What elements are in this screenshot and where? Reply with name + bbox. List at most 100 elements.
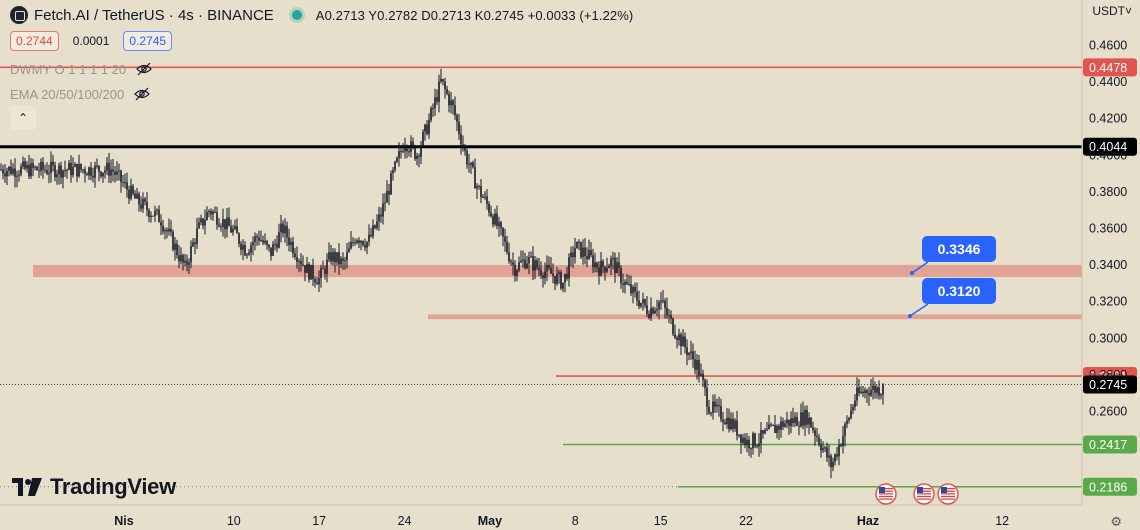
candle-body — [22, 161, 24, 167]
x-tick-label: 8 — [572, 514, 579, 528]
candle-body — [204, 220, 206, 226]
candle-body — [876, 387, 878, 393]
currency-selector[interactable]: USDT˅ — [1092, 4, 1132, 18]
candle-body — [224, 219, 226, 230]
candle-body — [818, 437, 820, 445]
candle-body — [220, 226, 222, 228]
candle-body — [836, 454, 838, 457]
candle-body — [444, 81, 446, 90]
candle-body — [768, 424, 770, 430]
candle-body — [644, 299, 646, 306]
flag-canton — [879, 487, 885, 493]
candle-body — [848, 418, 850, 421]
candle-body — [846, 420, 848, 425]
candle-body — [384, 202, 386, 204]
candle-body — [656, 309, 658, 311]
us-event-flag-icon[interactable] — [913, 483, 935, 505]
candle-body — [550, 267, 552, 274]
candle-body — [150, 215, 152, 217]
candle-body — [576, 241, 578, 249]
candle-body — [442, 79, 444, 82]
price-label-box — [1083, 477, 1137, 496]
candle-body — [624, 281, 626, 285]
candle-body — [452, 100, 454, 106]
candle-body — [10, 166, 12, 174]
candle-body — [332, 251, 334, 262]
candle-body — [72, 166, 74, 176]
candle-body — [206, 212, 208, 221]
settings-icon[interactable]: ⚙ — [1110, 514, 1122, 529]
candle-body — [686, 347, 688, 355]
candle-body — [712, 401, 714, 413]
candle-body — [872, 385, 874, 390]
candle-body — [146, 201, 148, 211]
candle-body — [488, 203, 490, 213]
candle-body — [346, 252, 348, 261]
candle-body — [800, 412, 802, 427]
candles-layer — [0, 68, 884, 479]
hidden-eye-icon[interactable] — [134, 86, 151, 102]
candle-body — [358, 240, 360, 243]
candle-body — [604, 266, 606, 272]
candle-body — [50, 161, 52, 174]
candle-body — [298, 261, 300, 263]
symbol-title[interactable]: Fetch.AI / TetherUS · 4s · BINANCE — [34, 6, 274, 24]
flag-canton — [917, 487, 923, 493]
price-callout-box — [922, 278, 996, 304]
price-label: 0.4044 — [1089, 140, 1127, 154]
candle-body — [272, 244, 274, 256]
candle-body — [174, 243, 176, 250]
hidden-eye-icon[interactable] — [136, 61, 152, 77]
candle-body — [148, 210, 150, 217]
candle-body — [498, 222, 500, 227]
candle-body — [16, 175, 18, 177]
candle-body — [390, 173, 392, 195]
candle-body — [582, 247, 584, 258]
indicator-row-ema[interactable]: EMA 20/50/100/200 — [10, 86, 151, 102]
candle-body — [618, 262, 620, 268]
candle-body — [736, 420, 738, 436]
candle-body — [56, 174, 58, 178]
candle-body — [660, 300, 662, 303]
flag-stripe — [941, 495, 955, 498]
candle-body — [704, 380, 706, 388]
candle-body — [218, 224, 220, 227]
price-callout-label: 0.3120 — [938, 283, 981, 299]
candle-body — [386, 190, 388, 203]
callout-pointer — [909, 303, 929, 317]
candle-body — [540, 269, 542, 276]
candle-body — [682, 336, 684, 347]
us-event-flag-icon[interactable] — [937, 483, 959, 505]
candle-body — [856, 387, 858, 401]
candle-body — [288, 237, 290, 246]
candle-body — [194, 242, 196, 245]
candle-body — [370, 234, 372, 237]
y-tick-label: 0.4600 — [1089, 39, 1127, 53]
trade-prices: 0.2744 0.0001 0.2745 — [10, 31, 173, 51]
candle-body — [720, 405, 722, 420]
candle-body — [512, 262, 514, 265]
indicator-row-pivots[interactable]: DWMY O 1 1 1 1 20 — [10, 61, 152, 77]
x-tick-label: Nis — [114, 514, 134, 528]
candle-body — [320, 268, 322, 279]
candle-body — [398, 151, 400, 158]
candle-body — [684, 336, 686, 348]
candle-body — [112, 169, 114, 172]
candle-body — [20, 166, 22, 175]
flags-layer[interactable] — [875, 483, 959, 505]
collapse-button[interactable]: ⌃ — [10, 106, 36, 130]
candle-body — [160, 222, 162, 226]
us-event-flag-icon[interactable] — [875, 483, 897, 505]
candle-body — [664, 300, 666, 308]
sell-price-button[interactable]: 0.2744 — [10, 31, 59, 51]
candle-body — [472, 162, 474, 168]
candle-body — [754, 433, 756, 446]
tradingview-logo[interactable]: TradingView — [12, 474, 176, 500]
buy-price-button[interactable]: 0.2745 — [123, 31, 173, 51]
candle-body — [30, 163, 32, 177]
candle-body — [556, 273, 558, 284]
candle-body — [396, 157, 398, 162]
y-tick-label: 0.3400 — [1089, 258, 1127, 272]
candle-body — [870, 389, 872, 396]
